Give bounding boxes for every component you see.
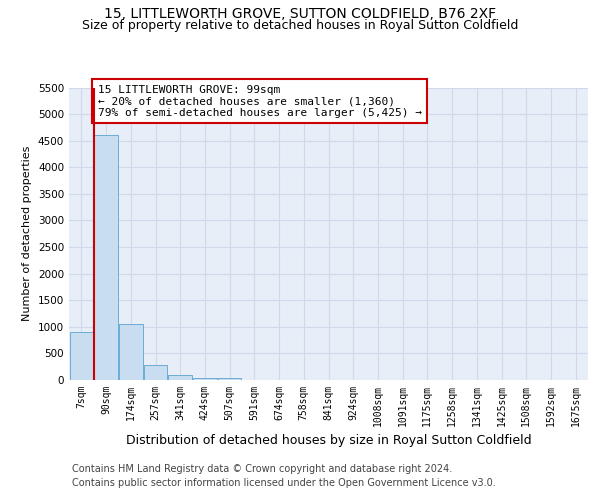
Bar — [119, 324, 143, 380]
X-axis label: Distribution of detached houses by size in Royal Sutton Coldfield: Distribution of detached houses by size … — [125, 434, 532, 448]
Bar — [70, 332, 93, 380]
Y-axis label: Number of detached properties: Number of detached properties — [22, 146, 32, 322]
Bar — [193, 378, 217, 380]
Bar — [94, 136, 118, 380]
Text: Contains HM Land Registry data © Crown copyright and database right 2024.
Contai: Contains HM Land Registry data © Crown c… — [72, 464, 496, 487]
Text: Size of property relative to detached houses in Royal Sutton Coldfield: Size of property relative to detached ho… — [82, 18, 518, 32]
Text: 15, LITTLEWORTH GROVE, SUTTON COLDFIELD, B76 2XF: 15, LITTLEWORTH GROVE, SUTTON COLDFIELD,… — [104, 8, 496, 22]
Text: 15 LITTLEWORTH GROVE: 99sqm
← 20% of detached houses are smaller (1,360)
79% of : 15 LITTLEWORTH GROVE: 99sqm ← 20% of det… — [98, 84, 422, 118]
Bar — [144, 365, 167, 380]
Bar — [169, 375, 192, 380]
Bar — [218, 378, 241, 380]
